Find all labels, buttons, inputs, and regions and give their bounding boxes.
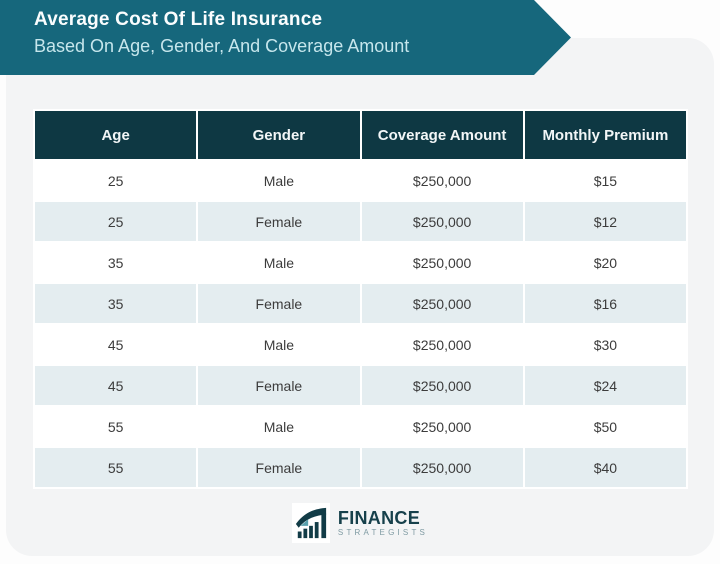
table-cell: 25 [35,161,197,200]
column-header-age: Age [35,111,197,159]
table-row: 45 Female $250,000 $24 [35,366,686,405]
table-cell: 35 [35,284,197,323]
table-row: 55 Male $250,000 $50 [35,407,686,446]
logo-brand-name: FINANCE [337,508,421,528]
table-cell: 25 [35,202,197,241]
table-row: 25 Female $250,000 $12 [35,202,686,241]
page-title: Average Cost Of Life Insurance [34,9,323,30]
table-cell: $250,000 [361,448,523,487]
page-subtitle: Based On Age, Gender, And Coverage Amoun… [34,36,410,56]
table-cell: Male [198,325,360,364]
table-cell: 55 [35,448,197,487]
table-cell: $15 [524,161,686,200]
life-insurance-cost-table: Age Gender Coverage Amount Monthly Premi… [33,109,688,489]
table-row: 25 Male $250,000 $15 [35,161,686,200]
table-cell: $20 [524,243,686,282]
table-row: 35 Female $250,000 $16 [35,284,686,323]
table-cell: $30 [524,325,686,364]
table-cell: $12 [524,202,686,241]
bar-chart-growth-icon [291,503,330,543]
table-cell: $250,000 [361,161,523,200]
table-header-row: Age Gender Coverage Amount Monthly Premi… [35,111,686,159]
logo-text: FINANCE STRATEGISTS [338,509,428,537]
table-cell: $50 [524,407,686,446]
table-cell: $250,000 [361,407,523,446]
table-cell: 45 [35,366,197,405]
table-cell: $250,000 [361,366,523,405]
table-cell: $16 [524,284,686,323]
table-cell: $250,000 [361,284,523,323]
column-header-gender: Gender [198,111,360,159]
table-cell: Female [198,284,360,323]
logo-brand-subname: STRATEGISTS [337,528,429,537]
table-cell: Male [198,161,360,200]
finance-strategists-logo: FINANCE STRATEGISTS [0,503,720,543]
table-row: 35 Male $250,000 $20 [35,243,686,282]
table-cell: 55 [35,407,197,446]
table-header: Age Gender Coverage Amount Monthly Premi… [35,111,686,159]
column-header-coverage-amount: Coverage Amount [361,111,523,159]
table-row: 45 Male $250,000 $30 [35,325,686,364]
table-cell: Male [198,407,360,446]
table-cell: $250,000 [361,325,523,364]
table-cell: 45 [35,325,197,364]
table-cell: Male [198,243,360,282]
table-cell: 35 [35,243,197,282]
title-banner: Average Cost Of Life Insurance Based On … [0,0,571,75]
table-cell: $24 [524,366,686,405]
table-cell: $250,000 [361,202,523,241]
table-body: 25 Male $250,000 $15 25 Female $250,000 … [35,161,686,487]
table-cell: Female [198,448,360,487]
table-cell: $40 [524,448,686,487]
table-row: 55 Female $250,000 $40 [35,448,686,487]
table-cell: Female [198,366,360,405]
table-cell: Female [198,202,360,241]
column-header-monthly-premium: Monthly Premium [524,111,686,159]
table-cell: $250,000 [361,243,523,282]
